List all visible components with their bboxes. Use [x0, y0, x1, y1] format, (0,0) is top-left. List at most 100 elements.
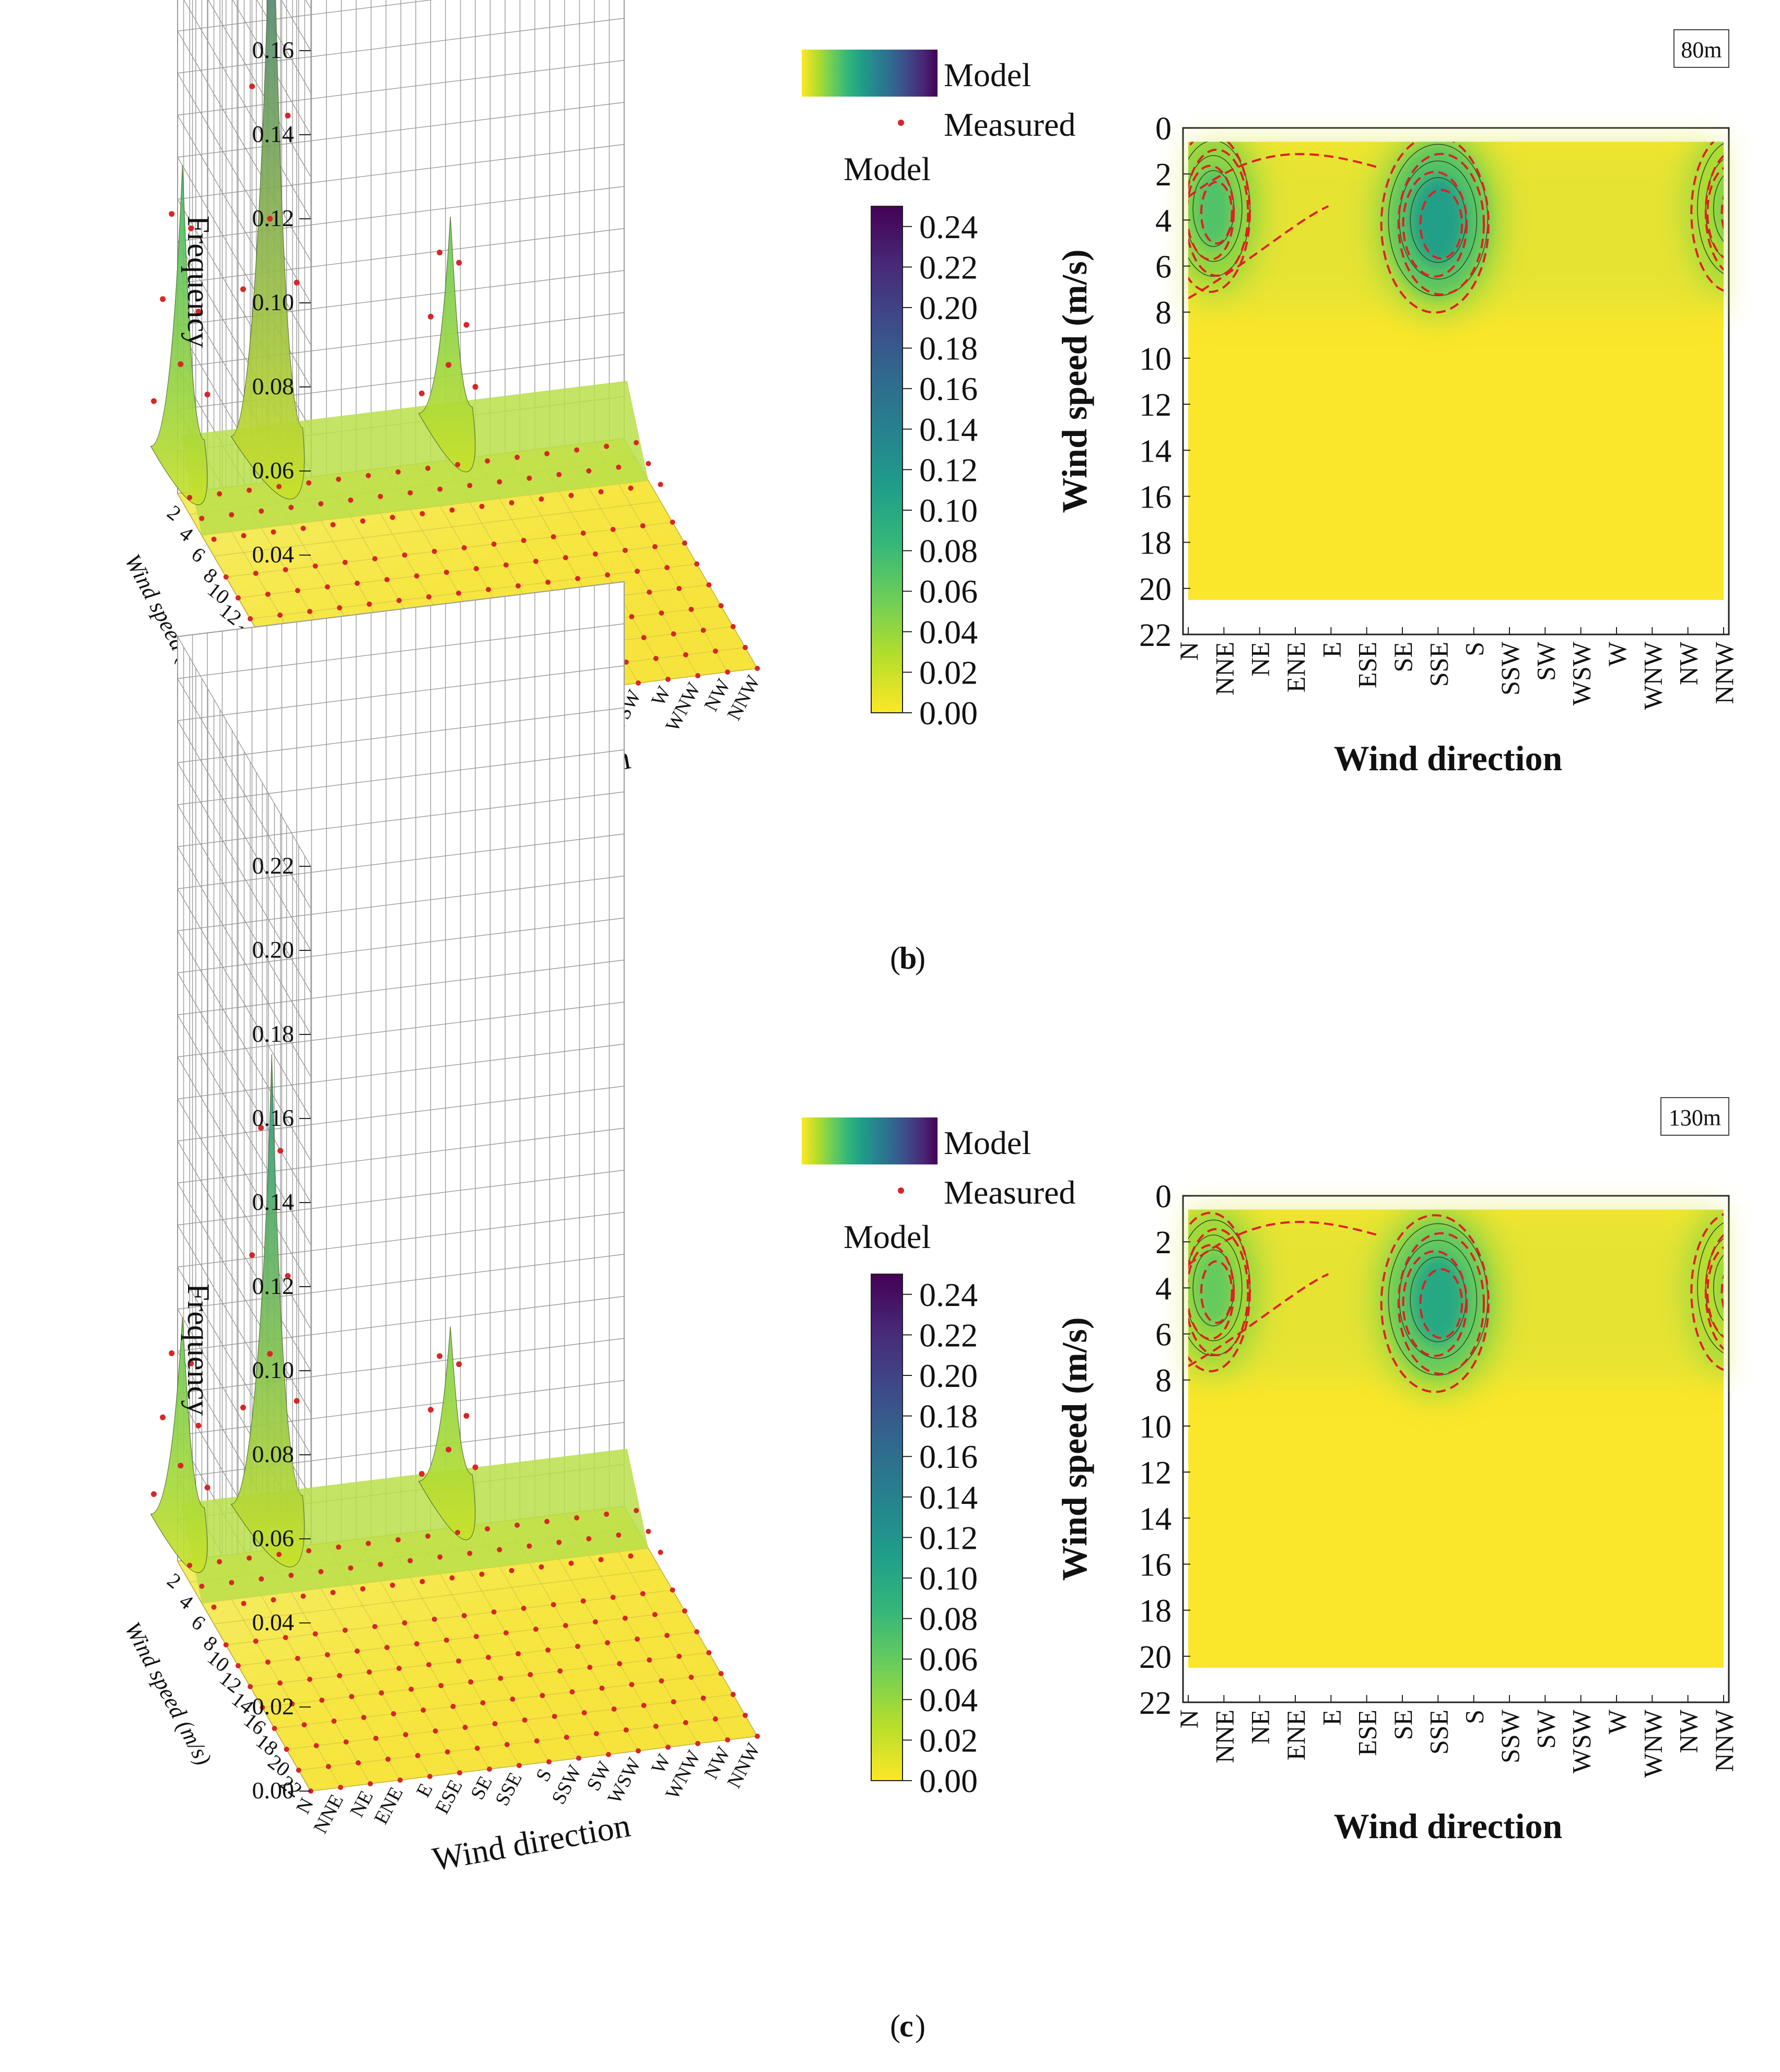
- measured-point: [622, 548, 628, 553]
- measured-contour: [1419, 1268, 1463, 1339]
- measured-point: [485, 1526, 490, 1532]
- measured-point: [372, 1624, 378, 1629]
- speed-tick-label: 6: [187, 542, 209, 567]
- z-tick-label: 0.08: [252, 373, 295, 399]
- measured-point: [695, 673, 700, 678]
- measured-point: [372, 556, 378, 561]
- measured-point: [604, 443, 610, 449]
- measured-point: [683, 652, 688, 657]
- heatmap-y-axis-title: Wind speed (m/s): [1055, 249, 1094, 513]
- measured-point: [300, 1593, 306, 1599]
- floor-grid-line: [238, 543, 685, 598]
- measured-point: [664, 1633, 670, 1638]
- surface-peak-ene: [230, 1054, 305, 1568]
- measured-point: [556, 1539, 562, 1545]
- speed-axis-title: Wind speed (m/s): [120, 1618, 217, 1770]
- measured-point: [367, 602, 372, 607]
- measured-point: [653, 1724, 659, 1729]
- measured-point: [659, 610, 664, 616]
- grid-line: [177, 791, 625, 1077]
- measured-point: [634, 440, 639, 445]
- measured-point: [247, 1555, 252, 1561]
- measured-point: [635, 1637, 640, 1642]
- panel-label: b: [899, 941, 917, 975]
- measured-point: [509, 1568, 514, 1573]
- measured-point: [419, 1579, 425, 1584]
- measured-contour: [1188, 142, 1251, 293]
- direction-tick-label: ESE: [431, 1776, 467, 1818]
- measured-point: [456, 1658, 462, 1664]
- measured-point: [276, 1551, 282, 1557]
- measured-point: [486, 1655, 491, 1660]
- heatmap-y-tick-label: 6: [1155, 1317, 1172, 1353]
- measured-point: [509, 500, 514, 505]
- measured-point: [396, 1666, 402, 1671]
- measured-point: [438, 1683, 444, 1688]
- measured-point: [258, 1125, 264, 1131]
- measured-point: [446, 362, 452, 368]
- surface-peak-ssw: [418, 216, 476, 473]
- measured-point: [629, 1682, 635, 1687]
- measured-point: [277, 613, 283, 618]
- measured-point: [647, 590, 652, 595]
- measured-point: [581, 1710, 587, 1715]
- height-tag-box: [1660, 1097, 1729, 1136]
- measured-point: [169, 211, 175, 217]
- legend-model-swatch: [802, 1117, 938, 1164]
- measured-point: [718, 1671, 724, 1676]
- heatmap-y-tick-label: 2: [1155, 157, 1172, 193]
- measured-point: [324, 584, 330, 590]
- direction-tick-label: NNE: [309, 1791, 348, 1838]
- measured-point: [188, 1360, 194, 1367]
- measured-point: [587, 1665, 593, 1670]
- measured-point: [418, 1471, 425, 1477]
- measured-point: [545, 1647, 551, 1653]
- panel-label-close: ): [915, 941, 926, 975]
- measured-point: [706, 1650, 712, 1655]
- measured-contour: [1188, 1211, 1251, 1372]
- legend-measured-label: Measured: [944, 106, 1075, 143]
- measured-point: [526, 475, 532, 481]
- measured-point: [694, 1629, 700, 1634]
- model-contour: [1713, 1254, 1724, 1322]
- measured-point: [551, 1602, 556, 1607]
- measured-point: [248, 1684, 253, 1689]
- measured-point: [443, 1638, 449, 1643]
- z-tick-label: 0.12: [252, 205, 295, 231]
- measured-point: [342, 1628, 348, 1633]
- measured-point: [229, 1580, 235, 1585]
- measured-point: [283, 567, 288, 572]
- measured-point: [418, 390, 425, 396]
- measured-point: [195, 309, 202, 315]
- measured-point: [487, 1767, 492, 1772]
- grid-line: [177, 875, 625, 1161]
- heatmap-y-tick-label: 4: [1155, 203, 1172, 239]
- measured-point: [307, 1677, 313, 1682]
- measured-point: [472, 1464, 478, 1470]
- measured-point: [195, 1422, 202, 1429]
- measured-point: [425, 465, 431, 471]
- heatmap-x-tick-label: N: [1174, 1710, 1203, 1728]
- measured-point: [296, 1768, 301, 1773]
- measured-point: [491, 1609, 497, 1615]
- heatmap-y-tick-label: 2: [1155, 1225, 1172, 1261]
- z-tick-label: 0.06: [252, 1525, 295, 1551]
- measured-point: [664, 565, 670, 570]
- measured-point: [647, 1657, 652, 1663]
- measured-point: [456, 591, 462, 596]
- measured-point: [248, 616, 253, 621]
- legend-measured-marker: [898, 120, 904, 126]
- measured-point: [150, 398, 157, 404]
- colorbar-tick-label: 0.02: [919, 654, 978, 691]
- measured-point: [652, 544, 658, 549]
- colorbar-tick-label: 0.10: [919, 1560, 978, 1597]
- measured-point: [249, 83, 255, 89]
- z-tick-label: 0.08: [252, 1441, 295, 1467]
- hotspot-core: [1714, 173, 1724, 243]
- measured-point: [294, 279, 300, 286]
- measured-point: [294, 1398, 300, 1404]
- measured-point: [636, 680, 641, 686]
- colorbar-bar: [871, 206, 903, 713]
- measured-point: [479, 503, 485, 509]
- measured-point: [510, 1697, 516, 1702]
